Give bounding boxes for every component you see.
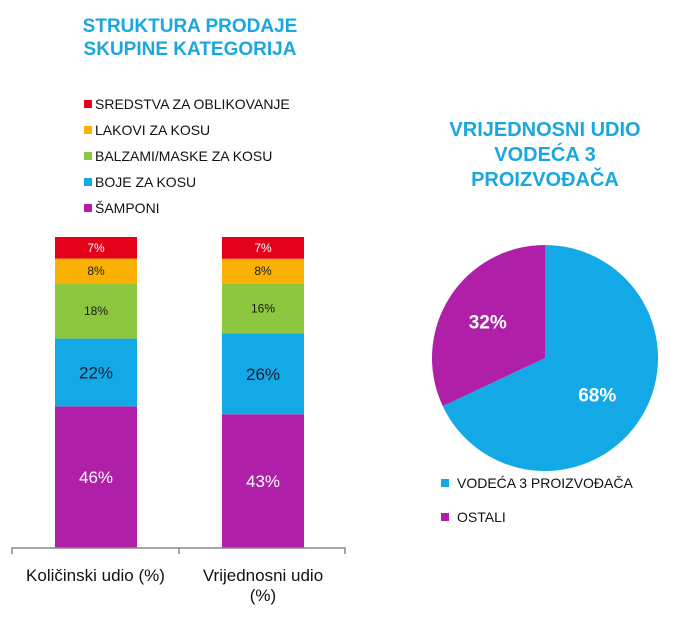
x-tick-label: Količinski udio (%) [26, 566, 165, 585]
legend-item: OSTALI [441, 509, 506, 525]
legend-item: BALZAMI/MASKE ZA KOSU [84, 148, 272, 164]
bar-segment [222, 414, 304, 548]
legend-swatch [84, 100, 92, 108]
bar-title-line: STRUKTURA PRODAJE [82, 16, 298, 37]
bar-segment [222, 283, 304, 334]
data-label: 22% [79, 363, 113, 382]
pie-title-line: VRIJEDNOSNI UDIO [449, 119, 641, 141]
legend-label: BOJE ZA KOSU [95, 174, 197, 190]
bar-title-line: SKUPINE KATEGORIJA [83, 39, 297, 60]
bar-segment [55, 283, 137, 339]
pie-data-label: 68% [578, 385, 616, 406]
pie-slice [442, 245, 658, 471]
pie-slice [432, 245, 545, 407]
legend-item: ŠAMPONI [84, 200, 160, 216]
bar-chart-title: STRUKTURA PRODAJE SKUPINE KATEGORIJA [40, 15, 340, 61]
x-axis [11, 547, 346, 554]
bar-segment [222, 237, 304, 259]
legend-label: OSTALI [457, 509, 506, 525]
legend-label: BALZAMI/MASKE ZA KOSU [95, 148, 273, 164]
data-label: 8% [87, 264, 105, 278]
legend-item: SREDSTVA ZA OBLIKOVANJE [84, 96, 290, 112]
pie-data-label: 32% [469, 313, 507, 334]
legend-swatch [441, 479, 449, 487]
legend-swatch [84, 152, 92, 160]
legend-label: ŠAMPONI [95, 200, 160, 216]
data-label: 43% [246, 472, 280, 491]
legend-swatch [84, 126, 92, 134]
bar-segment [55, 406, 137, 548]
bar-segment [55, 258, 137, 284]
legend-label: VODEĆA 3 PROIZVOĐAČA [457, 475, 633, 491]
bar-segment [55, 338, 137, 407]
bar-segment [222, 258, 304, 284]
data-label: 26% [246, 365, 280, 384]
data-label: 7% [254, 241, 272, 255]
bar-segment [222, 333, 304, 415]
x-tick-label: Vrijednosni udio (%) [202, 566, 324, 605]
pie-title-line: PROIZVOĐAČA [471, 169, 619, 191]
legend-swatch [441, 513, 449, 521]
data-label: 8% [254, 264, 272, 278]
legend-item: VODEĆA 3 PROIZVOĐAČA [441, 475, 633, 491]
pie-chart-title: VRIJEDNOSNI UDIO VODEĆA 3 PROIZVOĐAČA [400, 118, 681, 193]
bar-segment [55, 237, 137, 259]
legend-swatch [84, 204, 92, 212]
legend-item: LAKOVI ZA KOSU [84, 122, 210, 138]
legend-label: LAKOVI ZA KOSU [95, 122, 211, 138]
data-label: 46% [79, 468, 113, 487]
pie-title-line: VODEĆA 3 [494, 144, 596, 166]
legend-item: BOJE ZA KOSU [84, 174, 196, 190]
legend-swatch [84, 178, 92, 186]
legend-label: SREDSTVA ZA OBLIKOVANJE [95, 96, 290, 112]
data-label: 7% [87, 241, 105, 255]
data-label: 16% [251, 302, 275, 316]
data-label: 18% [84, 304, 108, 318]
